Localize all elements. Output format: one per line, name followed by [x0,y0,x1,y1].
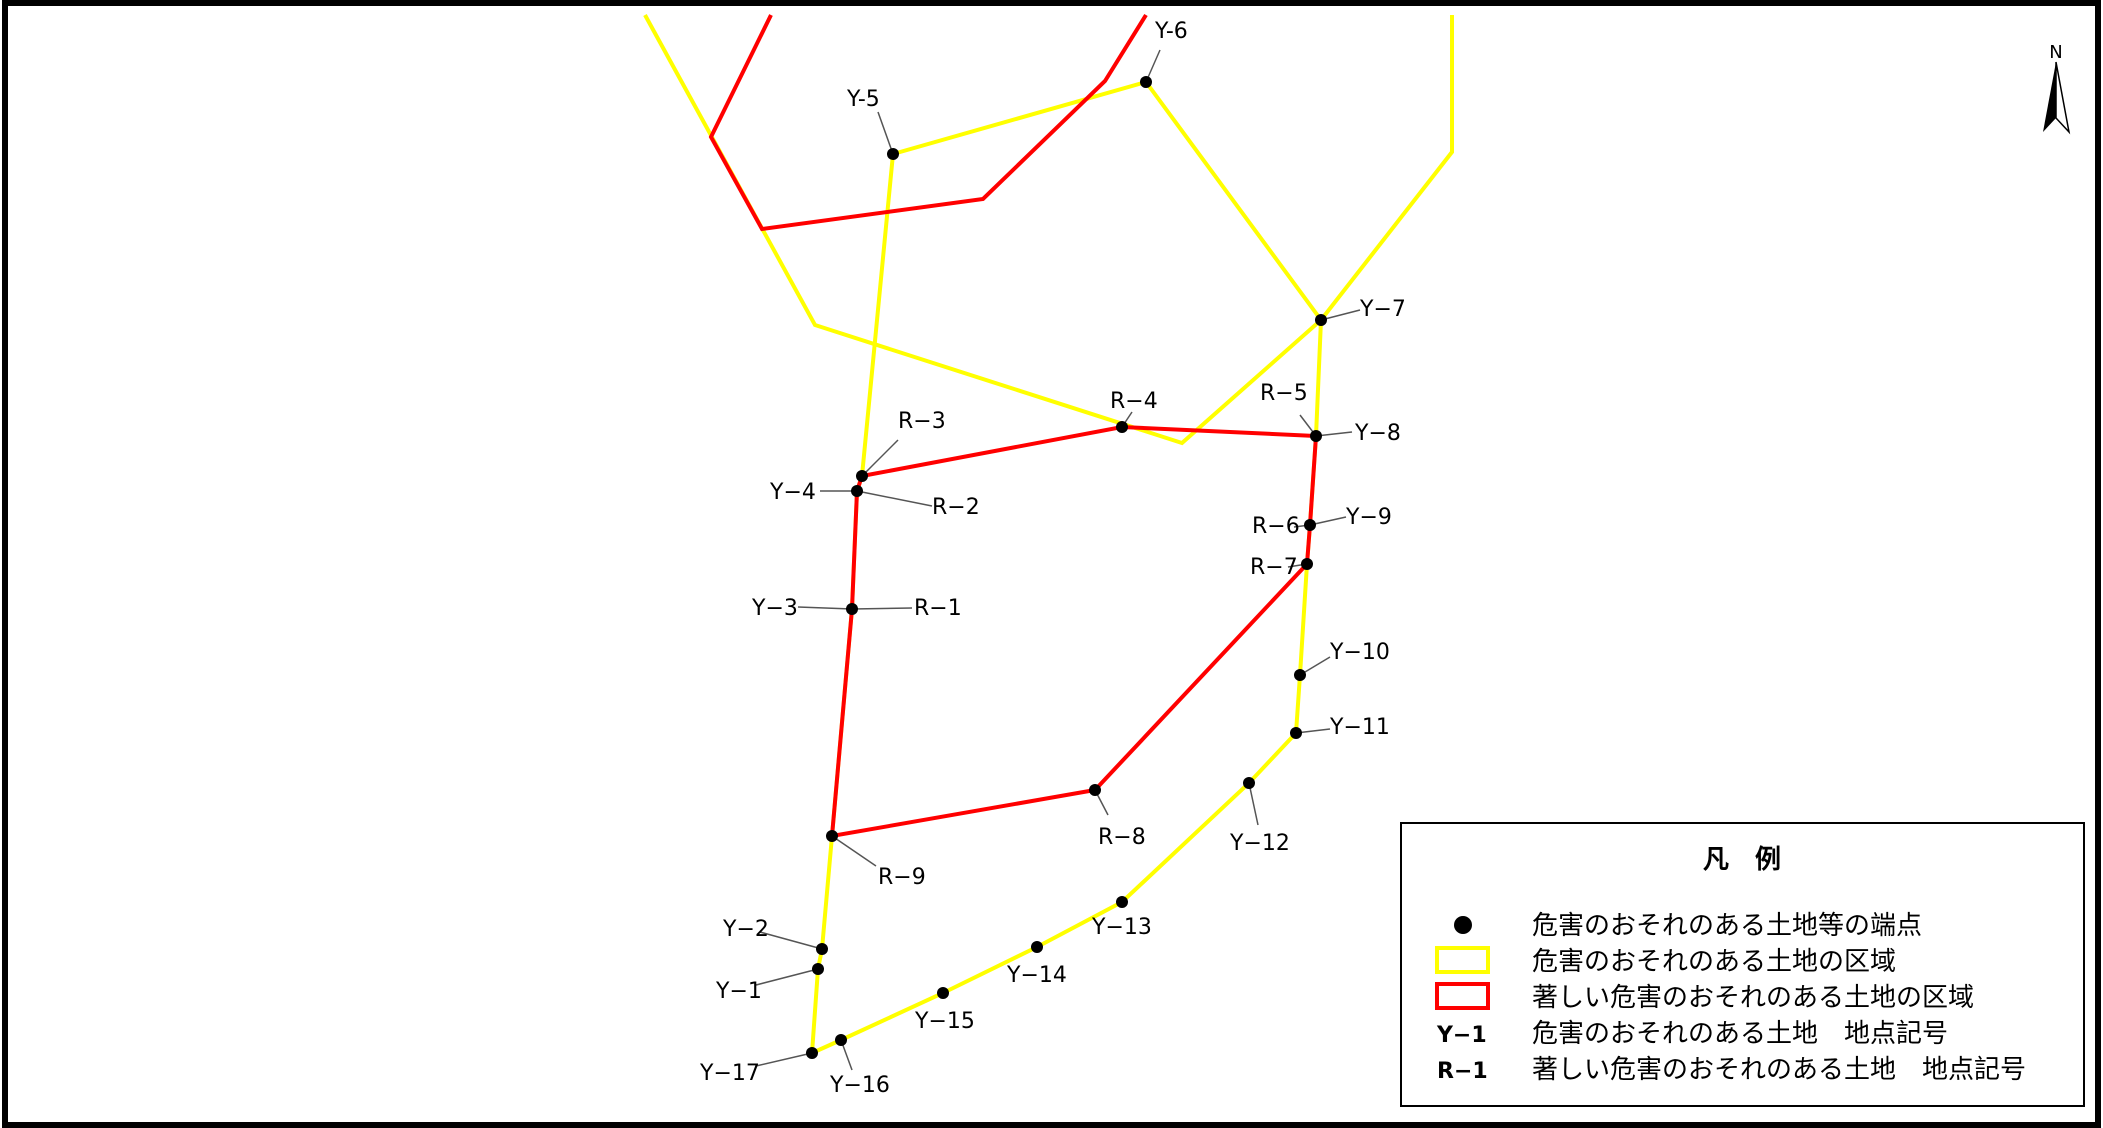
point-r9 [826,830,838,842]
vertex-points [806,76,1327,1059]
point-y17 [806,1047,818,1059]
label-y3: Y−3 [751,596,798,621]
label-y10: Y−10 [1329,640,1390,665]
legend-item-hazard-area: 危害のおそれのある土地の区域 [1532,947,1896,977]
label-y6: Y-6 [1154,19,1188,44]
point-y3-r1 [846,603,858,615]
top-frame-ticks [319,0,1396,6]
legend-symbol-y: Y−1 [1436,1023,1487,1048]
label-y16: Y−16 [829,1073,890,1098]
point-r6-y9 [1304,519,1316,531]
point-r4 [1116,421,1128,433]
label-r6: R−6 [1252,514,1300,539]
hazard-boundary-west [643,14,1323,446]
point-r3 [856,470,868,482]
point-y2 [816,943,828,955]
point-y16 [835,1034,847,1046]
hazard-boundary-main [809,80,1324,1057]
legend-box [1400,822,2085,1107]
point-r5-y8 [1310,430,1322,442]
label-y12: Y−12 [1229,831,1290,856]
point-r7 [1301,558,1313,570]
legend-yellow-box-icon [1435,946,1490,974]
label-y13: Y−13 [1091,915,1152,940]
point-r8 [1089,784,1101,796]
hazard-boundary-east [1319,15,1454,322]
point-y12 [1243,777,1255,789]
point-y4-r2 [851,485,863,497]
legend: 凡 例 危害のおそれのある土地等の端点 危害のおそれのある土地の区域 著しい危害… [1400,822,2085,1107]
point-y1 [812,963,824,975]
label-y2: Y−2 [722,917,769,942]
label-r3: R−3 [898,409,946,434]
legend-item-severe-area: 著しい危害のおそれのある土地の区域 [1532,983,1974,1013]
north-label: N [2049,42,2062,63]
north-arrow-icon: N [2043,42,2071,135]
legend-title: 凡 例 [1703,845,1781,875]
point-y10 [1294,669,1306,681]
point-y7 [1315,314,1327,326]
label-r2: R−2 [932,495,980,520]
label-y15: Y−15 [914,1009,975,1034]
severe-boundary-main [829,424,1319,839]
label-r4: R−4 [1110,389,1158,414]
label-y17: Y−17 [699,1061,760,1086]
label-y8: Y−8 [1354,421,1401,446]
label-r8: R−8 [1098,825,1146,850]
legend-item-point: 危害のおそれのある土地等の端点 [1532,911,1922,941]
label-y9: Y−9 [1345,505,1392,530]
label-r1: R−1 [914,596,962,621]
point-y11 [1290,727,1302,739]
label-y4: Y−4 [769,480,816,505]
point-y5 [887,148,899,160]
label-y14: Y−14 [1006,963,1067,988]
legend-point-icon [1454,916,1472,934]
point-y14 [1031,941,1043,953]
hazard-area-lines [643,14,1454,1057]
severe-area-lines [708,13,1319,839]
label-r9: R−9 [878,865,926,890]
legend-symbol-r: R−1 [1437,1059,1488,1084]
label-r7: R−7 [1250,555,1298,580]
label-r5: R−5 [1260,381,1308,406]
point-y15 [937,987,949,999]
point-y13 [1116,896,1128,908]
label-y11: Y−11 [1329,715,1390,740]
label-y7: Y−7 [1359,297,1406,322]
severe-boundary-north [708,13,1148,232]
label-y5: Y-5 [846,87,880,112]
legend-item-y-code: 危害のおそれのある土地 地点記号 [1532,1019,1948,1049]
point-y6 [1140,76,1152,88]
point-labels: Y-6 Y-5 Y−7 R−4 R−5 Y−8 R−3 Y−4 R−2 R−6 … [699,19,1406,1098]
legend-red-box-icon [1435,982,1490,1010]
label-y1: Y−1 [715,979,762,1004]
legend-item-r-code: 著しい危害のおそれのある土地 地点記号 [1532,1055,2026,1085]
